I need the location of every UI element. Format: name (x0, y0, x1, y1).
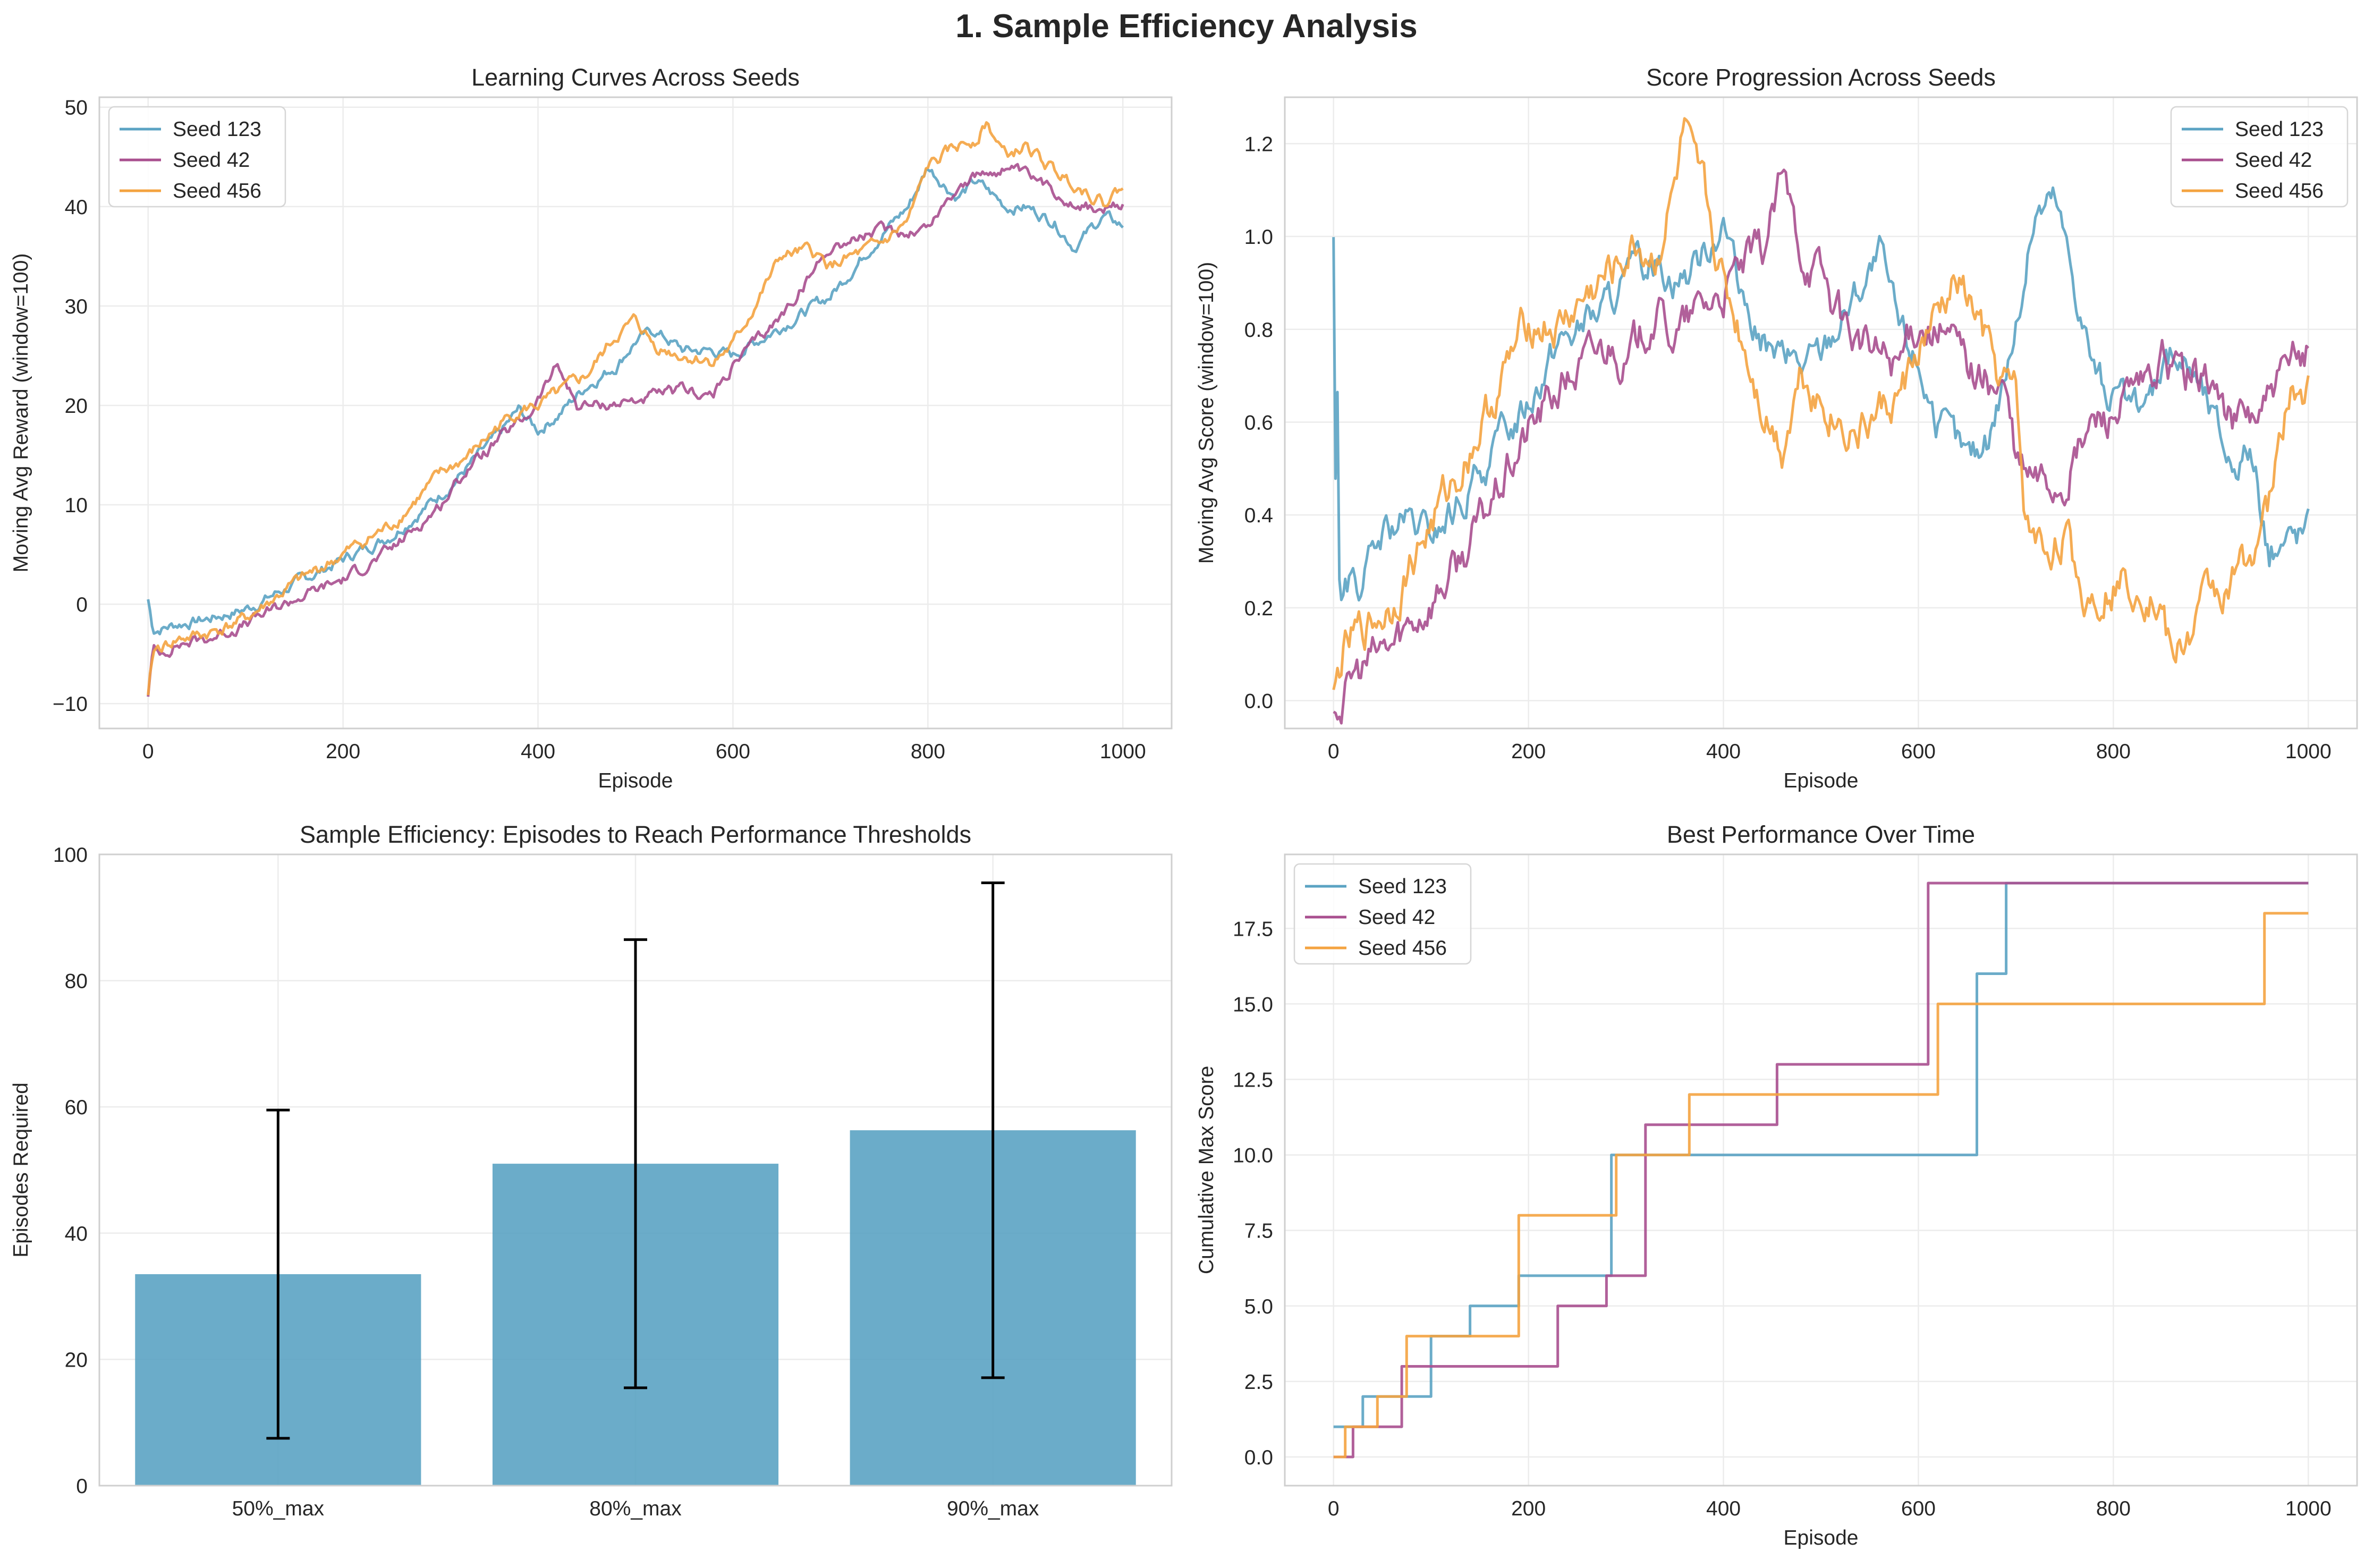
y-tick-label: 0.2 (1244, 597, 1273, 620)
series-line (1332, 117, 2310, 690)
y-tick-label: 40 (65, 1223, 88, 1245)
series-line (147, 163, 1124, 697)
x-tick-label: 400 (1706, 740, 1741, 763)
legend: Seed 123 Seed 42 Seed 456 (1293, 863, 1472, 965)
legend-box (2170, 106, 2349, 208)
best-panel: 0 200 400 600 800 1000 0.0 2.5 5.0 7.5 10.0 12.5 15.… (1195, 821, 2358, 1549)
y-tick-label: 80 (65, 970, 88, 993)
legend-label: Seed 123 (1358, 875, 1447, 898)
y-tick-label: 100 (53, 844, 88, 867)
x-tick-label: 0 (1328, 740, 1340, 763)
y-tick-label: 20 (65, 1349, 88, 1371)
legend-box (108, 106, 286, 208)
subplot-title: Score Progression Across Seeds (1646, 64, 1996, 91)
legend-label: Seed 123 (2235, 118, 2324, 141)
x-tick-label: 90%_max (947, 1497, 1039, 1520)
x-tick-label: 200 (326, 740, 360, 763)
y-tick-label: 0.0 (1244, 1446, 1273, 1469)
y-axis-label: Episodes Required (10, 1082, 32, 1258)
learning-panel: 0 200 400 600 800 1000 −10 0 10 20 30 40 50 Learning … (10, 64, 1173, 792)
y-tick-label: 10.0 (1233, 1145, 1273, 1167)
series-line (1333, 912, 2309, 1459)
legend-box (1293, 863, 1472, 965)
figure-title: 1. Sample Efficiency Analysis (955, 8, 1418, 45)
y-tick-label: 60 (65, 1096, 88, 1119)
y-tick-label: −10 (53, 693, 88, 716)
legend-label: Seed 456 (2235, 180, 2324, 202)
legend-label: Seed 123 (173, 118, 261, 141)
y-tick-label: 0 (76, 594, 88, 616)
x-tick-label: 1000 (1100, 740, 1146, 763)
x-tick-label: 0 (142, 740, 154, 763)
y-tick-label: 1.2 (1244, 133, 1273, 156)
y-axis-label: Moving Avg Score (window=100) (1195, 262, 1218, 564)
x-tick-label: 400 (1706, 1497, 1741, 1520)
subplot-title: Sample Efficiency: Episodes to Reach Per… (300, 821, 971, 848)
y-tick-label: 15.0 (1233, 993, 1273, 1016)
subplot-title: Best Performance Over Time (1667, 821, 1975, 848)
x-tick-label: 600 (716, 740, 750, 763)
legend-label: Seed 42 (173, 149, 250, 172)
y-tick-label: 20 (65, 395, 88, 418)
y-tick-label: 7.5 (1244, 1220, 1273, 1243)
y-tick-label: 10 (65, 494, 88, 517)
y-tick-label: 50 (65, 97, 88, 120)
bars-panel: 50%_max 80%_max 90%_max 0 20 40 60 80 100 Sample … (10, 821, 1173, 1520)
x-tick-label: 80%_max (589, 1497, 682, 1520)
legend: Seed 123 Seed 42 Seed 456 (108, 106, 286, 208)
legend-label: Seed 42 (1358, 906, 1435, 929)
x-tick-label: 1000 (2285, 1497, 2332, 1520)
x-tick-label: 800 (2096, 1497, 2131, 1520)
y-tick-label: 0.0 (1244, 690, 1273, 713)
y-tick-label: 0.6 (1244, 411, 1273, 434)
series-line (147, 168, 1124, 635)
x-tick-label: 600 (1901, 740, 1936, 763)
x-tick-label: 200 (1511, 1497, 1546, 1520)
axes-frame (98, 96, 1173, 730)
series-line (1333, 168, 2310, 725)
x-axis-label: Episode (1784, 769, 1859, 792)
x-tick-label: 400 (521, 740, 555, 763)
x-tick-label: 800 (2096, 740, 2131, 763)
legend: Seed 123 Seed 42 Seed 456 (2170, 106, 2349, 208)
series-line (1332, 186, 2310, 602)
y-tick-label: 12.5 (1233, 1069, 1273, 1091)
y-tick-label: 5.0 (1244, 1295, 1273, 1318)
y-tick-label: 30 (65, 295, 88, 318)
y-tick-label: 0.8 (1244, 319, 1273, 342)
legend-label: Seed 456 (173, 180, 261, 202)
y-tick-label: 0 (76, 1475, 88, 1498)
y-tick-label: 0.4 (1244, 504, 1273, 527)
y-axis-label: Moving Avg Reward (window=100) (10, 253, 32, 573)
y-tick-label: 17.5 (1233, 918, 1273, 940)
y-axis-label: Cumulative Max Score (1195, 1066, 1218, 1274)
y-tick-label: 2.5 (1244, 1371, 1273, 1394)
x-tick-label: 600 (1901, 1497, 1936, 1520)
series-line (1333, 882, 2309, 1459)
score-panel: 0 200 400 600 800 1000 0.0 0.2 0.4 0.6 0.8 1.0 1.2 Sc… (1195, 64, 2358, 792)
y-tick-label: 1.0 (1244, 226, 1273, 249)
legend-label: Seed 456 (1358, 937, 1447, 960)
x-tick-label: 0 (1328, 1497, 1340, 1520)
x-tick-label: 50%_max (232, 1497, 325, 1520)
axes-frame (98, 853, 1173, 1487)
y-tick-label: 40 (65, 196, 88, 219)
axes-frame (1284, 96, 2358, 730)
legend-label: Seed 42 (2235, 149, 2312, 172)
axes-frame (1284, 853, 2358, 1487)
x-axis-label: Episode (1784, 1527, 1859, 1549)
x-tick-label: 800 (911, 740, 945, 763)
x-tick-label: 200 (1511, 740, 1546, 763)
x-tick-label: 1000 (2285, 740, 2332, 763)
subplot-title: Learning Curves Across Seeds (471, 64, 800, 91)
series-line (147, 121, 1124, 696)
x-axis-label: Episode (598, 769, 673, 792)
